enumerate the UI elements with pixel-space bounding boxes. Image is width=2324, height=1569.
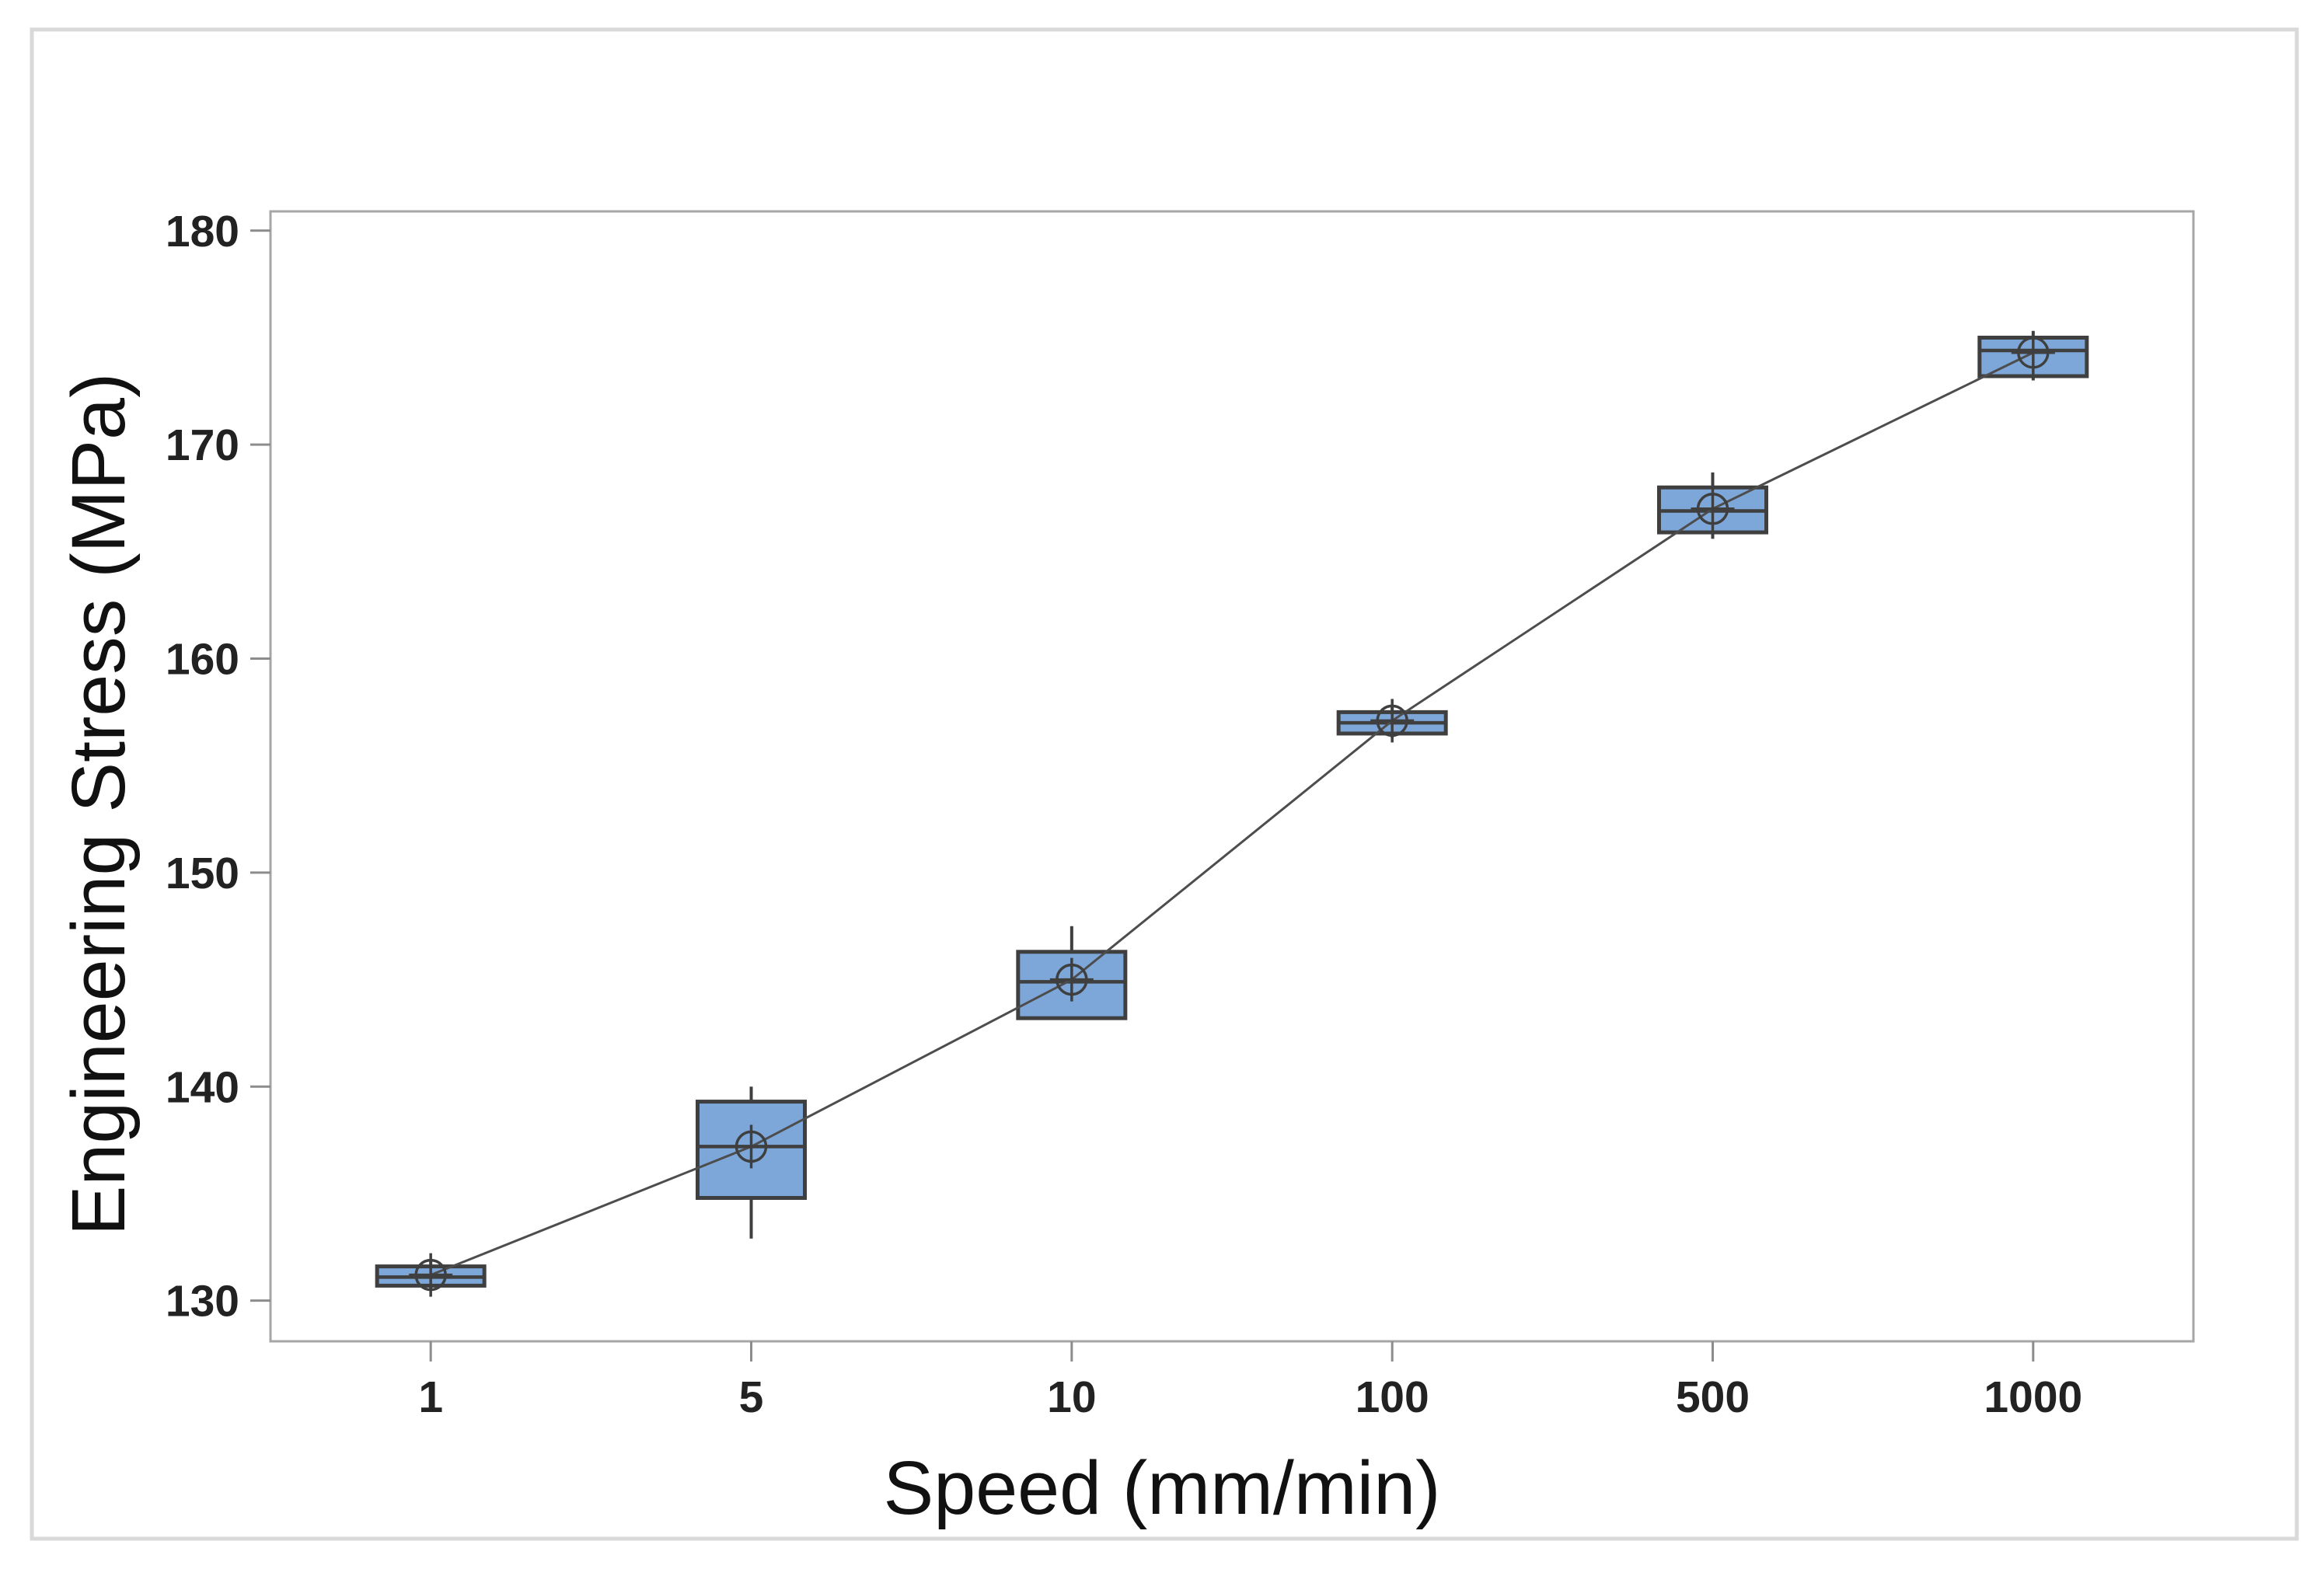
y-tick-label: 160	[166, 635, 239, 685]
x-tick-label: 1000	[1984, 1372, 2082, 1422]
x-tick-label: 100	[1356, 1372, 1429, 1422]
x-tick-label: 500	[1676, 1372, 1750, 1422]
x-tick-label: 1	[418, 1372, 443, 1422]
y-tick-label: 180	[166, 207, 239, 256]
x-tick-label: 10	[1047, 1372, 1096, 1422]
x-tick-label: 5	[739, 1372, 764, 1422]
figure-border	[30, 27, 2299, 1541]
y-axis-title: Engineering Stress (MPa)	[56, 373, 141, 1236]
mean-trend-line	[430, 351, 2034, 1277]
y-tick-label: 140	[166, 1062, 239, 1112]
plot-frame	[269, 210, 2195, 1343]
y-tick-label: 130	[166, 1277, 239, 1327]
y-axis-ticks: 130 140 150 160 170 180	[166, 207, 270, 1327]
x-axis-ticks: 1 5 10 100 500 1000	[418, 1341, 2082, 1422]
y-tick-label: 170	[166, 420, 239, 470]
x-axis-title: Speed (mm/min)	[884, 1445, 1441, 1530]
mean-markers	[409, 330, 2055, 1297]
y-tick-label: 150	[166, 849, 239, 898]
trend-line	[430, 351, 2034, 1277]
